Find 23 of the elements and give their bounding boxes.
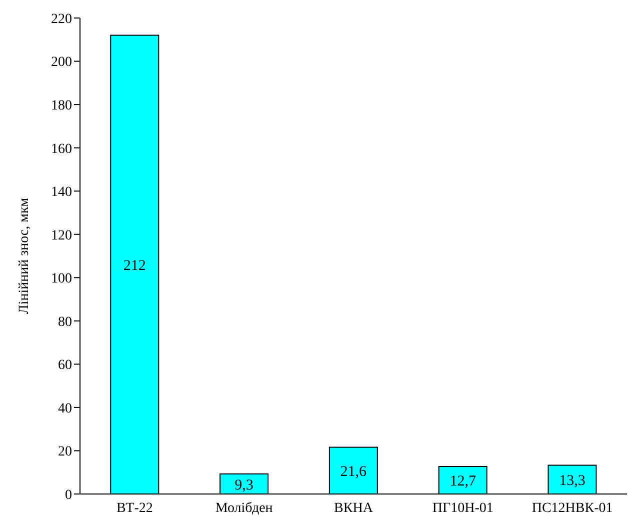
y-tick-label: 20 xyxy=(58,444,72,460)
y-tick-label: 140 xyxy=(51,185,72,200)
data-label: 9,3 xyxy=(234,477,254,494)
x-tick-label: Молібден xyxy=(215,500,274,516)
data-label: 212 xyxy=(123,258,146,274)
data-label: 12,7 xyxy=(450,474,476,490)
y-tick-label: 120 xyxy=(51,228,72,244)
x-tick-label: ПГ10Н-01 xyxy=(432,500,494,516)
x-tick-label: ВКНА xyxy=(334,500,374,516)
y-tick-label: 220 xyxy=(51,12,72,27)
y-tick-label: 160 xyxy=(51,142,72,157)
data-label: 21,6 xyxy=(340,464,368,480)
y-tick-label: 0 xyxy=(65,488,72,503)
y-tick-label: 80 xyxy=(58,314,72,330)
x-tick-label: ВТ-22 xyxy=(116,500,153,516)
y-tick-label: 200 xyxy=(51,55,72,70)
x-tick-label: ПС12НВК-01 xyxy=(532,500,613,516)
data-label: 13,3 xyxy=(559,472,586,489)
y-tick-label: 60 xyxy=(58,358,72,374)
y-axis-title: Лінійний знос, мкм xyxy=(16,198,32,314)
y-tick-label: 40 xyxy=(58,401,72,416)
y-tick-label: 180 xyxy=(51,98,72,114)
y-tick-label: 100 xyxy=(51,272,72,287)
